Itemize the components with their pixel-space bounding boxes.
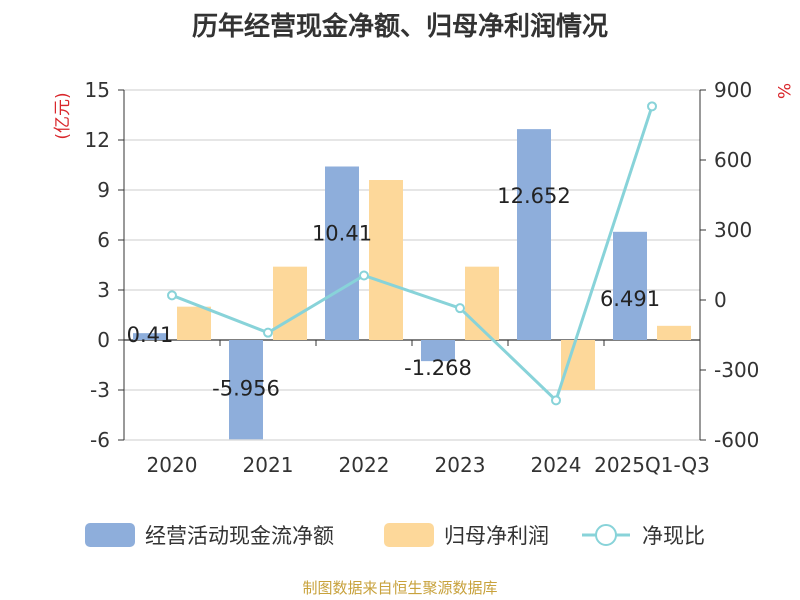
x-tick-label: 2020 xyxy=(147,453,198,477)
y-left-unit: (亿元) xyxy=(53,92,73,139)
line-point xyxy=(263,327,273,338)
line-point xyxy=(647,101,657,112)
legend-cash-flow-swatch xyxy=(85,523,135,547)
bar-cash-flow xyxy=(613,231,647,340)
x-tick-label: 2024 xyxy=(531,453,582,477)
line-point xyxy=(359,270,369,281)
legend-net-profit-swatch xyxy=(384,523,434,547)
line-point xyxy=(551,395,561,406)
bar-net-profit xyxy=(369,180,403,340)
x-tick-label: 2023 xyxy=(435,453,486,477)
data-label: 6.491 xyxy=(600,287,660,311)
bar-cash-flow xyxy=(229,340,263,440)
data-label: 12.652 xyxy=(497,184,570,208)
y-right-tick-label: -600 xyxy=(714,428,759,452)
x-tick-label: 2022 xyxy=(339,453,390,477)
x-tick-label: 2025Q1-Q3 xyxy=(594,453,710,477)
bar-cash-flow xyxy=(325,166,359,340)
chart-title: 历年经营现金净额、归母净利润情况 xyxy=(191,12,608,42)
bar-net-profit xyxy=(657,325,691,340)
y-left-tick-label: -3 xyxy=(90,378,110,402)
y-right-tick-label: 0 xyxy=(714,288,727,312)
x-tick-label: 2021 xyxy=(243,453,294,477)
y-left-tick-label: 0 xyxy=(97,328,110,352)
y-left-tick-label: -6 xyxy=(90,428,110,452)
y-left-tick-label: 9 xyxy=(97,178,110,202)
bar-cash-flow xyxy=(133,333,167,340)
data-label: 10.41 xyxy=(312,222,372,246)
line-point xyxy=(167,290,177,301)
y-right-tick-label: 300 xyxy=(714,218,752,242)
y-right-tick-label: -300 xyxy=(714,358,759,382)
line-net-cash-ratio xyxy=(171,105,654,404)
data-label: -5.956 xyxy=(212,376,280,400)
data-label: 0.41 xyxy=(127,323,174,347)
legend-net-cash-ratio-swatch-marker xyxy=(595,524,617,546)
legend-cash-flow-label: 经营活动现金流净额 xyxy=(145,524,334,548)
bar-cash-flow xyxy=(517,129,551,340)
y-right-unit: % xyxy=(773,83,793,99)
y-left-tick-label: 3 xyxy=(97,278,110,302)
legend-net-profit-label: 归母净利润 xyxy=(444,524,549,548)
source-note: 制图数据来自恒生聚源数据库 xyxy=(302,579,498,597)
data-label: -1.268 xyxy=(404,356,472,380)
y-left-tick-label: 12 xyxy=(85,128,110,152)
y-left-tick-label: 15 xyxy=(85,78,110,102)
bar-cash-flow xyxy=(421,340,455,362)
legend-net-cash-ratio-label: 净现比 xyxy=(642,524,705,548)
y-left-tick-label: 6 xyxy=(97,228,110,252)
bar-net-profit xyxy=(273,266,307,340)
line-point xyxy=(455,303,465,314)
y-right-tick-label: 600 xyxy=(714,148,752,172)
y-right-tick-label: 900 xyxy=(714,78,752,102)
bar-net-profit xyxy=(177,306,211,340)
